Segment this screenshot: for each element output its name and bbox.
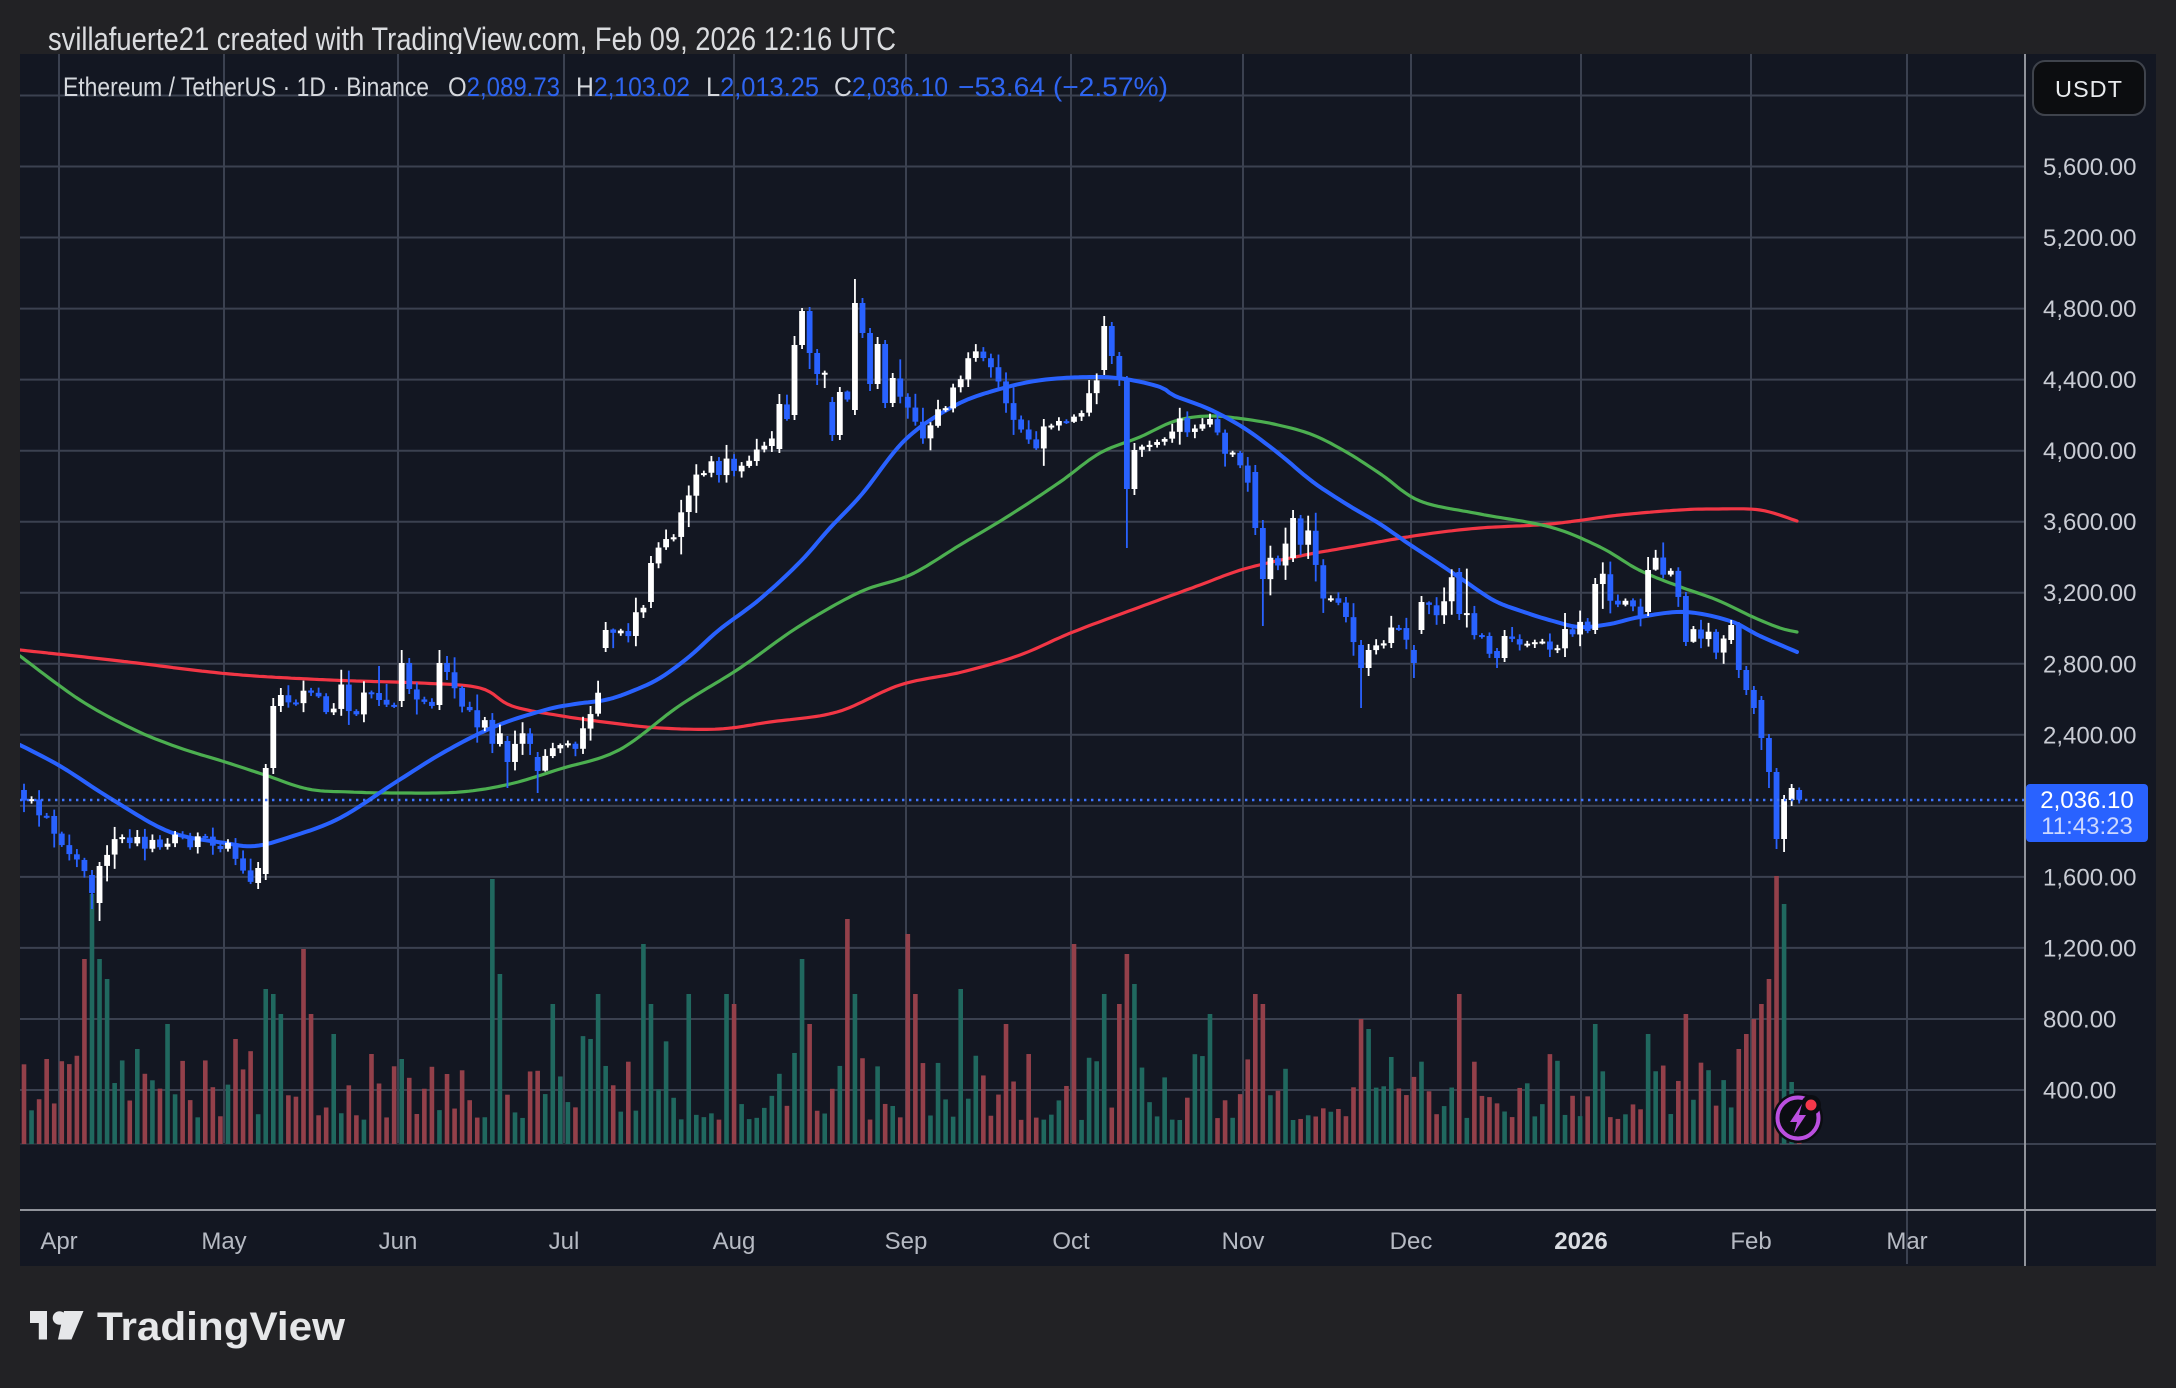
svg-text:C2,036.10: C2,036.10	[834, 72, 948, 102]
svg-text:5,200.00: 5,200.00	[2043, 225, 2136, 252]
svg-text:−53.64 (−2.57%): −53.64 (−2.57%)	[958, 72, 1168, 102]
svg-text:2,400.00: 2,400.00	[2043, 722, 2136, 749]
svg-text:4,800.00: 4,800.00	[2043, 296, 2136, 323]
svg-text:Feb: Feb	[1730, 1228, 1771, 1255]
svg-text:USDT: USDT	[2055, 76, 2123, 102]
svg-text:3,200.00: 3,200.00	[2043, 580, 2136, 607]
svg-text:1,600.00: 1,600.00	[2043, 864, 2136, 891]
svg-text:Apr: Apr	[40, 1228, 77, 1255]
svg-text:2,036.10: 2,036.10	[2040, 787, 2133, 814]
svg-text:2,800.00: 2,800.00	[2043, 651, 2136, 678]
svg-text:Sep: Sep	[885, 1228, 928, 1255]
svg-text:800.00: 800.00	[2043, 1007, 2116, 1034]
svg-text:5,600.00: 5,600.00	[2043, 154, 2136, 181]
svg-text:May: May	[201, 1228, 246, 1255]
svg-text:Ethereum / TetherUS · 1D · Bin: Ethereum / TetherUS · 1D · Binance	[63, 72, 429, 102]
svg-text:TradingView: TradingView	[97, 1311, 346, 1349]
svg-text:400.00: 400.00	[2043, 1078, 2116, 1105]
svg-text:Nov: Nov	[1222, 1228, 1265, 1255]
svg-text:Aug: Aug	[713, 1228, 756, 1255]
svg-text:H2,103.02: H2,103.02	[576, 72, 690, 102]
svg-text:Mar: Mar	[1886, 1228, 1927, 1255]
svg-text:L2,013.25: L2,013.25	[706, 72, 819, 102]
svg-text:1,200.00: 1,200.00	[2043, 935, 2136, 962]
svg-text:4,000.00: 4,000.00	[2043, 438, 2136, 465]
svg-text:svillafuerte21 created with Tr: svillafuerte21 created with TradingView.…	[48, 21, 896, 57]
svg-text:Jul: Jul	[549, 1228, 580, 1255]
svg-text:Dec: Dec	[1390, 1228, 1433, 1255]
svg-text:11:43:23: 11:43:23	[2041, 813, 2133, 840]
svg-text:3,600.00: 3,600.00	[2043, 509, 2136, 536]
svg-text:2026: 2026	[1554, 1228, 1607, 1255]
svg-text:O2,089.73: O2,089.73	[448, 72, 560, 102]
svg-text:4,400.00: 4,400.00	[2043, 367, 2136, 394]
svg-text:Oct: Oct	[1052, 1228, 1090, 1255]
svg-text:Jun: Jun	[379, 1228, 418, 1255]
